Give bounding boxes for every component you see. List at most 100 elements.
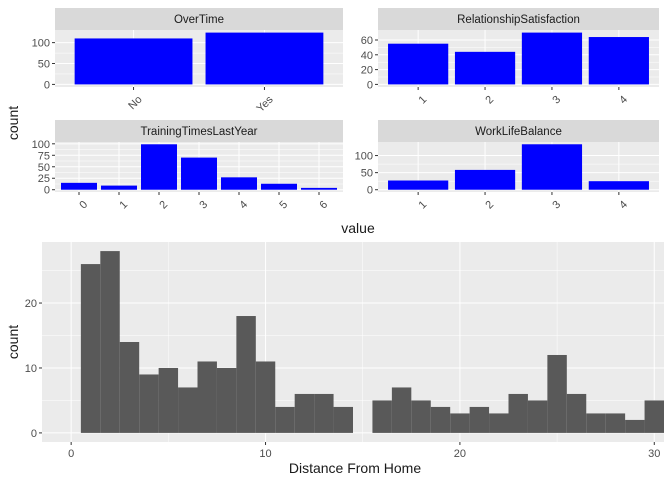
facet-strip	[55, 120, 343, 142]
y-tick-label: 60	[361, 35, 373, 47]
histogram-bar-10	[255, 361, 276, 433]
histogram-bar-21	[469, 406, 490, 433]
x-tick-label: 0	[77, 199, 90, 212]
y-tick-label: 100	[355, 151, 373, 163]
y-tick-label: 75	[38, 150, 50, 162]
y-tick-label: 50	[361, 168, 373, 180]
histogram-bar-11	[275, 406, 295, 433]
x-tick-label: 2	[483, 94, 496, 107]
facet-worklifebalance: WorkLifeBalance 0 50 100 1 2 3 4	[355, 120, 659, 212]
facet-strip	[378, 8, 659, 30]
x-tick-label: 2	[157, 199, 170, 212]
x-tick-label: 4	[617, 94, 630, 107]
histogram-bar-26	[566, 393, 587, 433]
bar-trainingtimeslastyear-3	[181, 157, 217, 190]
histogram-bar-9	[236, 316, 256, 433]
histogram-bar-28	[605, 413, 626, 433]
facet-strip	[55, 8, 343, 30]
x-tick-label: 3	[197, 199, 210, 212]
x-tick-label: 3	[550, 199, 563, 212]
y-tick-label: 0	[367, 185, 373, 197]
x-tick-label: 4	[617, 199, 630, 212]
x-tick-label: Yes	[254, 93, 276, 115]
bar-relationshipsatisfaction-1	[388, 43, 449, 85]
histogram-bar-16	[372, 400, 392, 433]
histogram-bar-27	[586, 413, 606, 433]
facet-overtime: OverTime 0 50 100 No Yes	[32, 8, 343, 115]
facet-title: TrainingTimesLastYear	[141, 126, 258, 138]
y-tick-label: 0	[44, 185, 50, 197]
y-tick-label: 0	[367, 79, 373, 91]
bar-worklifebalance-1	[388, 180, 449, 190]
bar-relationshipsatisfaction-4	[588, 37, 649, 85]
bar-overtime-yes	[205, 32, 324, 85]
histogram-bar-17	[391, 387, 412, 433]
y-tick-label: 100	[32, 139, 50, 151]
x-tick-label: 10	[259, 448, 271, 460]
facet-title: WorkLifeBalance	[475, 126, 562, 138]
y-tick-label: 50	[38, 59, 50, 71]
histogram-bar-4	[139, 374, 159, 433]
x-tick-label: 2	[483, 199, 496, 212]
y-tick-label: 0	[44, 79, 50, 91]
histogram-bar-30	[644, 400, 664, 433]
histogram-bar-29	[625, 419, 645, 433]
x-tick-label: 20	[454, 448, 466, 460]
x-tick-label: 3	[550, 94, 563, 107]
histogram-y-axis-title: count	[5, 325, 21, 359]
facet-title: OverTime	[174, 14, 224, 26]
histogram-bar-3	[119, 342, 140, 433]
x-tick-label: 4	[237, 199, 250, 212]
histogram-bar-8	[216, 367, 237, 433]
histogram-bar-6	[178, 387, 198, 433]
histogram-bar-18	[411, 400, 431, 433]
facet-relationshipsatisfaction: RelationshipSatisfaction 0 20 40 60 1 2 3 4	[361, 8, 659, 107]
y-tick-label: 20	[25, 298, 37, 310]
x-tick-label: 1	[117, 199, 130, 212]
facet-title: RelationshipSatisfaction	[457, 14, 580, 26]
histogram-bar-14	[333, 406, 353, 433]
bar-trainingtimeslastyear-0	[61, 182, 97, 190]
x-tick-label: 1	[417, 199, 430, 212]
facet-strip	[378, 120, 659, 142]
x-tick-label: 1	[417, 94, 430, 107]
histogram-bar-22	[489, 413, 509, 433]
histogram-bar-1	[80, 264, 101, 433]
distance-histogram: 0 10 20 0 10 20 30	[25, 242, 664, 460]
y-tick-label: 40	[361, 50, 373, 62]
y-tick-label: 25	[38, 173, 50, 185]
bar-trainingtimeslastyear-5	[261, 183, 297, 190]
histogram-bar-24	[527, 400, 548, 433]
histogram-bar-13	[314, 393, 334, 433]
y-tick-label: 10	[25, 363, 37, 375]
x-tick-label: 30	[648, 448, 660, 460]
x-tick-label: 5	[277, 199, 290, 212]
y-tick-label: 0	[31, 428, 37, 440]
histogram-bar-25	[547, 354, 567, 433]
facet-y-axis-title: count	[5, 106, 21, 140]
histogram-bar-19	[430, 406, 451, 433]
facet-x-axis-title: value	[341, 220, 375, 236]
histogram-bar-20	[450, 413, 470, 433]
bar-worklifebalance-4	[588, 181, 649, 190]
y-tick-label: 100	[32, 38, 50, 50]
bar-worklifebalance-2	[454, 169, 516, 190]
y-tick-label: 20	[361, 65, 373, 77]
bar-trainingtimeslastyear-2	[141, 144, 177, 190]
bar-trainingtimeslastyear-4	[221, 177, 257, 190]
y-tick-label: 50	[38, 162, 50, 174]
bar-overtime-no	[74, 38, 193, 85]
histogram-bar-7	[197, 361, 217, 433]
histogram-bar-23	[508, 393, 528, 433]
histogram-bar-5	[158, 367, 179, 433]
bar-relationshipsatisfaction-3	[521, 32, 583, 85]
x-tick-label: 6	[317, 199, 330, 212]
x-tick-label: No	[126, 94, 144, 112]
histogram-x-axis-title: Distance From Home	[289, 460, 421, 476]
bar-trainingtimeslastyear-1	[101, 185, 137, 190]
histogram-bar-2	[100, 251, 120, 433]
